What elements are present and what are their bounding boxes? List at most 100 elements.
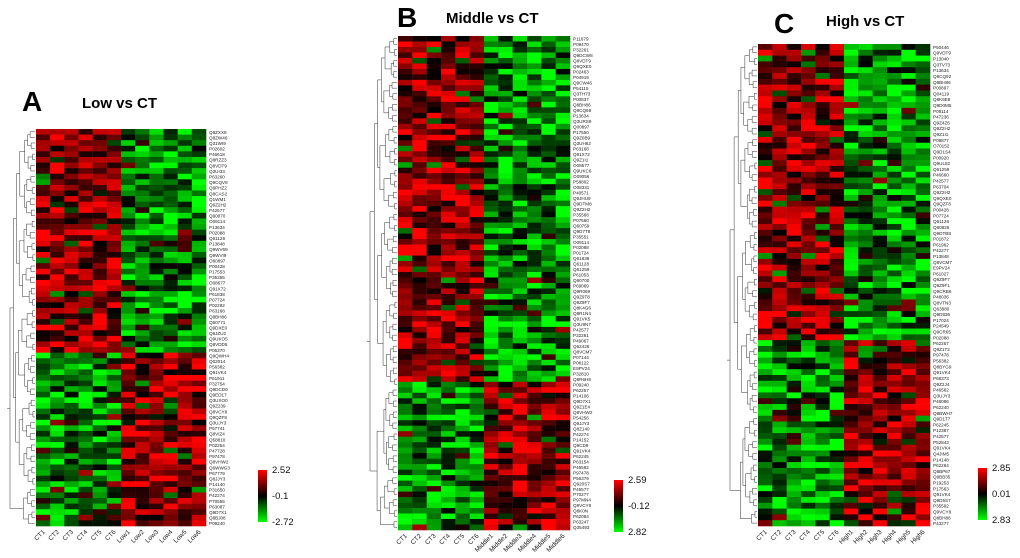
heatmap-cell (772, 386, 787, 393)
heatmap-cell (455, 299, 470, 306)
row-label: P02088 (933, 335, 949, 340)
heatmap-cell (887, 369, 902, 376)
heatmap-cell (106, 520, 122, 527)
heatmap-cell (887, 136, 902, 144)
heatmap-cell (64, 514, 79, 521)
heatmap-cell (872, 258, 888, 265)
heatmap-cell (177, 179, 193, 186)
heatmap-cell (858, 107, 873, 114)
heatmap-cell (78, 436, 93, 443)
heatmap-cell (78, 313, 93, 320)
heatmap-cell (801, 386, 816, 393)
heatmap-cell (858, 282, 873, 289)
heatmap-cell (484, 431, 499, 437)
heatmap-cell (135, 313, 150, 320)
row-label: P13634 (573, 114, 589, 119)
heatmap-cell (541, 178, 556, 185)
heatmap-cell (64, 263, 79, 270)
heatmap-cell (555, 431, 571, 437)
row-label: O09114 (573, 240, 589, 245)
heatmap-cell (915, 177, 931, 184)
row-label: P35568 (573, 212, 589, 217)
heatmap-cell (426, 458, 442, 465)
heatmap-cell (915, 386, 931, 393)
heatmap-cell (829, 247, 845, 254)
heatmap-cell (149, 201, 164, 208)
heatmap-cell (121, 190, 136, 197)
heatmap-cell (36, 263, 51, 270)
heatmap-cell (469, 414, 485, 421)
heatmap-cell (398, 112, 413, 119)
heatmap-cell (149, 341, 164, 348)
heatmap-cell (512, 156, 528, 163)
heatmap-cell (844, 229, 859, 236)
heatmap-cell (92, 145, 108, 152)
heatmap-cell (555, 469, 571, 476)
heatmap-cell (36, 503, 51, 510)
row-label: Q9JHU9 (573, 196, 591, 201)
heatmap-cell (498, 173, 513, 180)
heatmap-cell (106, 458, 122, 465)
heatmap-cell (555, 326, 571, 333)
heatmap-cell (786, 375, 802, 382)
heatmap-cell (398, 403, 413, 410)
heatmap-cell (441, 200, 456, 207)
heatmap-cell (455, 74, 470, 81)
heatmap-cell (555, 244, 571, 251)
heatmap-cell (541, 343, 556, 350)
heatmap-cell (106, 134, 122, 141)
heatmap-cell (469, 189, 485, 196)
heatmap-cell (78, 235, 93, 242)
heatmap-cell (901, 467, 916, 475)
heatmap-cell (455, 359, 470, 366)
heatmap-cell (469, 513, 485, 520)
heatmap-cell (64, 296, 79, 303)
heatmap-cell (135, 302, 150, 309)
heatmap-cell (135, 363, 150, 370)
heatmap-cell (801, 183, 816, 190)
heatmap-cell (441, 52, 456, 59)
heatmap-cell (815, 415, 830, 422)
heatmap-cell (555, 151, 571, 158)
heatmap-cell (915, 293, 931, 300)
heatmap-cell (872, 340, 888, 347)
heatmap-cell (786, 55, 802, 62)
heatmap-cell (815, 357, 830, 364)
row-label: Q04119 (933, 91, 949, 96)
heatmap-cell (50, 363, 65, 370)
row-label: P07724 (933, 213, 949, 218)
heatmap-cell (469, 151, 485, 158)
heatmap-cell (398, 206, 413, 212)
heatmap-cell (786, 96, 802, 103)
heatmap-cell (512, 46, 528, 53)
heatmap-cell (36, 190, 51, 197)
heatmap-cell (149, 263, 164, 270)
heatmap-cell (191, 324, 207, 331)
heatmap-cell (844, 491, 859, 498)
heatmap-cell (758, 305, 773, 312)
heatmap-cell (829, 276, 845, 283)
heatmap-cell (135, 509, 150, 516)
heatmap-cell (455, 304, 470, 311)
row-label: Q63880 (933, 306, 950, 311)
heatmap-cell (887, 90, 902, 97)
heatmap-cell (887, 427, 902, 434)
heatmap-cell (135, 179, 150, 186)
heatmap-cell (829, 316, 845, 324)
heatmap-cell (50, 140, 65, 147)
column-label: CT3 (424, 532, 438, 546)
heatmap-cell (163, 212, 178, 219)
heatmap-cell (786, 90, 802, 97)
heatmap-cell (64, 335, 79, 342)
heatmap-cell (901, 177, 916, 184)
heatmap-cell (844, 514, 859, 521)
heatmap-cell (555, 178, 571, 185)
heatmap-cell (872, 282, 888, 289)
heatmap-cell (772, 485, 787, 492)
heatmap-cell (455, 244, 470, 251)
heatmap-cell (484, 464, 499, 470)
column-label: High1 (838, 528, 855, 545)
heatmap-cell (191, 402, 207, 409)
heatmap-cell (758, 264, 773, 271)
heatmap-cell (527, 211, 542, 218)
